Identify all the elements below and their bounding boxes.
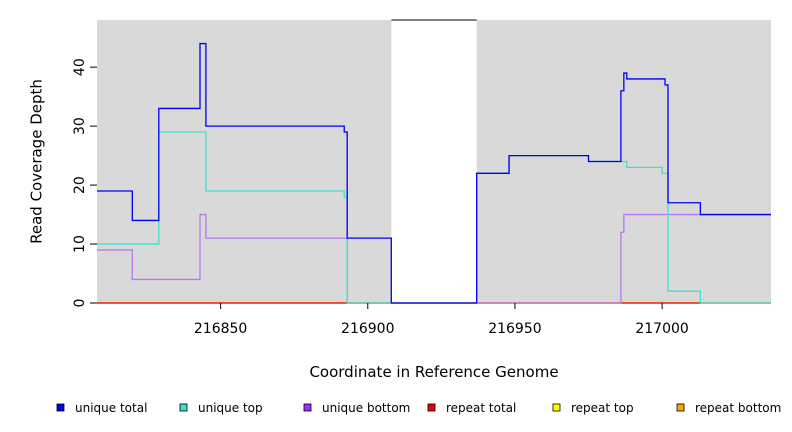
axes-layer: 0 10 20 30 40 216850 216900 216950 217000 <box>72 58 689 337</box>
x-tick-label: 217000 <box>635 321 688 337</box>
legend-label: unique bottom <box>322 401 410 415</box>
x-tick-label: 216850 <box>194 321 247 337</box>
legend-item: repeat total <box>427 401 516 415</box>
y-tick-label: 40 <box>72 58 88 76</box>
legend-item: repeat bottom <box>676 401 781 415</box>
series-line-unique-total <box>97 42 771 304</box>
legend-label: repeat total <box>446 401 516 415</box>
legend-item: unique top <box>179 401 263 415</box>
gap-region <box>391 20 477 303</box>
x-tick-label: 216950 <box>488 321 541 337</box>
legend-label: unique total <box>75 401 147 415</box>
y-tick-label: 0 <box>72 299 88 308</box>
x-tick-label: 216900 <box>341 321 394 337</box>
y-tick-label: 30 <box>72 117 88 135</box>
series-line-unique-bottom <box>97 213 771 304</box>
legend-label: unique top <box>198 401 263 415</box>
legend-swatch <box>303 403 312 412</box>
y-tick-label: 10 <box>72 235 88 253</box>
series-layer <box>97 42 771 304</box>
y-axis-title: Read Coverage Depth <box>28 79 46 244</box>
legend-swatch <box>56 403 65 412</box>
legend-item: unique bottom <box>303 401 410 415</box>
y-tick-label: 20 <box>72 176 88 194</box>
legend-swatch <box>676 403 685 412</box>
legend-label: repeat bottom <box>695 401 781 415</box>
legend: unique total unique top unique bottom repea… <box>56 401 781 415</box>
legend-swatch <box>427 403 436 412</box>
legend-swatch <box>179 403 188 412</box>
legend-label: repeat top <box>571 401 634 415</box>
legend-swatch <box>552 403 561 412</box>
legend-item: unique total <box>56 401 147 415</box>
x-axis-title: Coordinate in Reference Genome <box>309 363 558 381</box>
plot-area <box>97 19 771 303</box>
legend-item: repeat top <box>552 401 634 415</box>
